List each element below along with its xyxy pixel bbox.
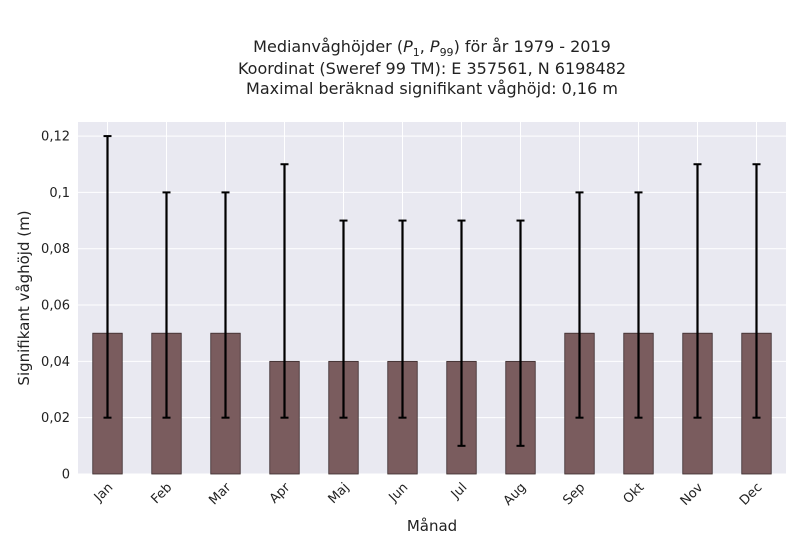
error-bar-mar bbox=[221, 191, 230, 419]
error-bar-sep bbox=[575, 191, 584, 419]
error-bar-aug bbox=[516, 219, 525, 447]
x-tick-label-jan: Jan bbox=[91, 480, 116, 505]
y-axis-label: Signifikant våghöjd (m) bbox=[15, 210, 33, 385]
x-tick-label-dec: Dec bbox=[737, 480, 765, 508]
error-bar-nov bbox=[693, 163, 702, 419]
x-tick-label-maj: Maj bbox=[326, 480, 353, 507]
error-bar-apr bbox=[280, 163, 289, 419]
x-tick-label-aug: Aug bbox=[501, 480, 530, 509]
y-tick-label-1: 0,02 bbox=[41, 411, 70, 426]
error-bar-dec bbox=[752, 163, 761, 419]
x-tick-label-nov: Nov bbox=[678, 480, 707, 509]
x-tick-label-jul: Jul bbox=[448, 480, 470, 502]
y-tick-label-4: 0,08 bbox=[41, 242, 70, 257]
y-tick-label-0: 0 bbox=[62, 468, 70, 483]
y-tick-label-5: 0,1 bbox=[49, 186, 70, 201]
x-tick-label-apr: Apr bbox=[267, 480, 294, 507]
chart-title-line-1: Medianvåghöjder (P1, P99) för år 1979 - … bbox=[253, 37, 611, 59]
x-tick-label-feb: Feb bbox=[148, 480, 175, 507]
x-tick-label-okt: Okt bbox=[621, 480, 648, 507]
x-axis-ticks: Jan Feb Mar Apr Maj Jun Jul Aug Sep Okt Nov Dec bbox=[91, 480, 765, 509]
chart-title-line-3: Maximal beräknad signifikant våghöjd: 0,… bbox=[246, 79, 618, 98]
y-tick-label-2: 0,04 bbox=[41, 355, 70, 370]
error-bar-okt bbox=[634, 191, 643, 419]
chart-title: Medianvåghöjder (P1, P99) för år 1979 - … bbox=[238, 37, 626, 98]
x-axis-label: Månad bbox=[407, 517, 457, 535]
plot-area bbox=[78, 122, 786, 474]
error-bars bbox=[103, 135, 761, 447]
error-bar-maj bbox=[339, 219, 348, 419]
x-tick-label-mar: Mar bbox=[206, 480, 234, 508]
error-bar-jul bbox=[457, 219, 466, 447]
error-bar-jan bbox=[103, 135, 112, 419]
chart-title-line-2: Koordinat (Sweref 99 TM): E 357561, N 61… bbox=[238, 59, 626, 78]
error-bar-jun bbox=[398, 219, 407, 419]
y-tick-label-6: 0,12 bbox=[41, 130, 70, 145]
x-tick-label-sep: Sep bbox=[560, 480, 588, 508]
x-tick-label-jun: Jun bbox=[386, 480, 412, 506]
error-bar-feb bbox=[162, 191, 171, 419]
y-tick-label-3: 0,06 bbox=[41, 299, 70, 314]
y-axis-ticks: 0 0,02 0,04 0,06 0,08 0,1 0,12 bbox=[41, 130, 70, 483]
